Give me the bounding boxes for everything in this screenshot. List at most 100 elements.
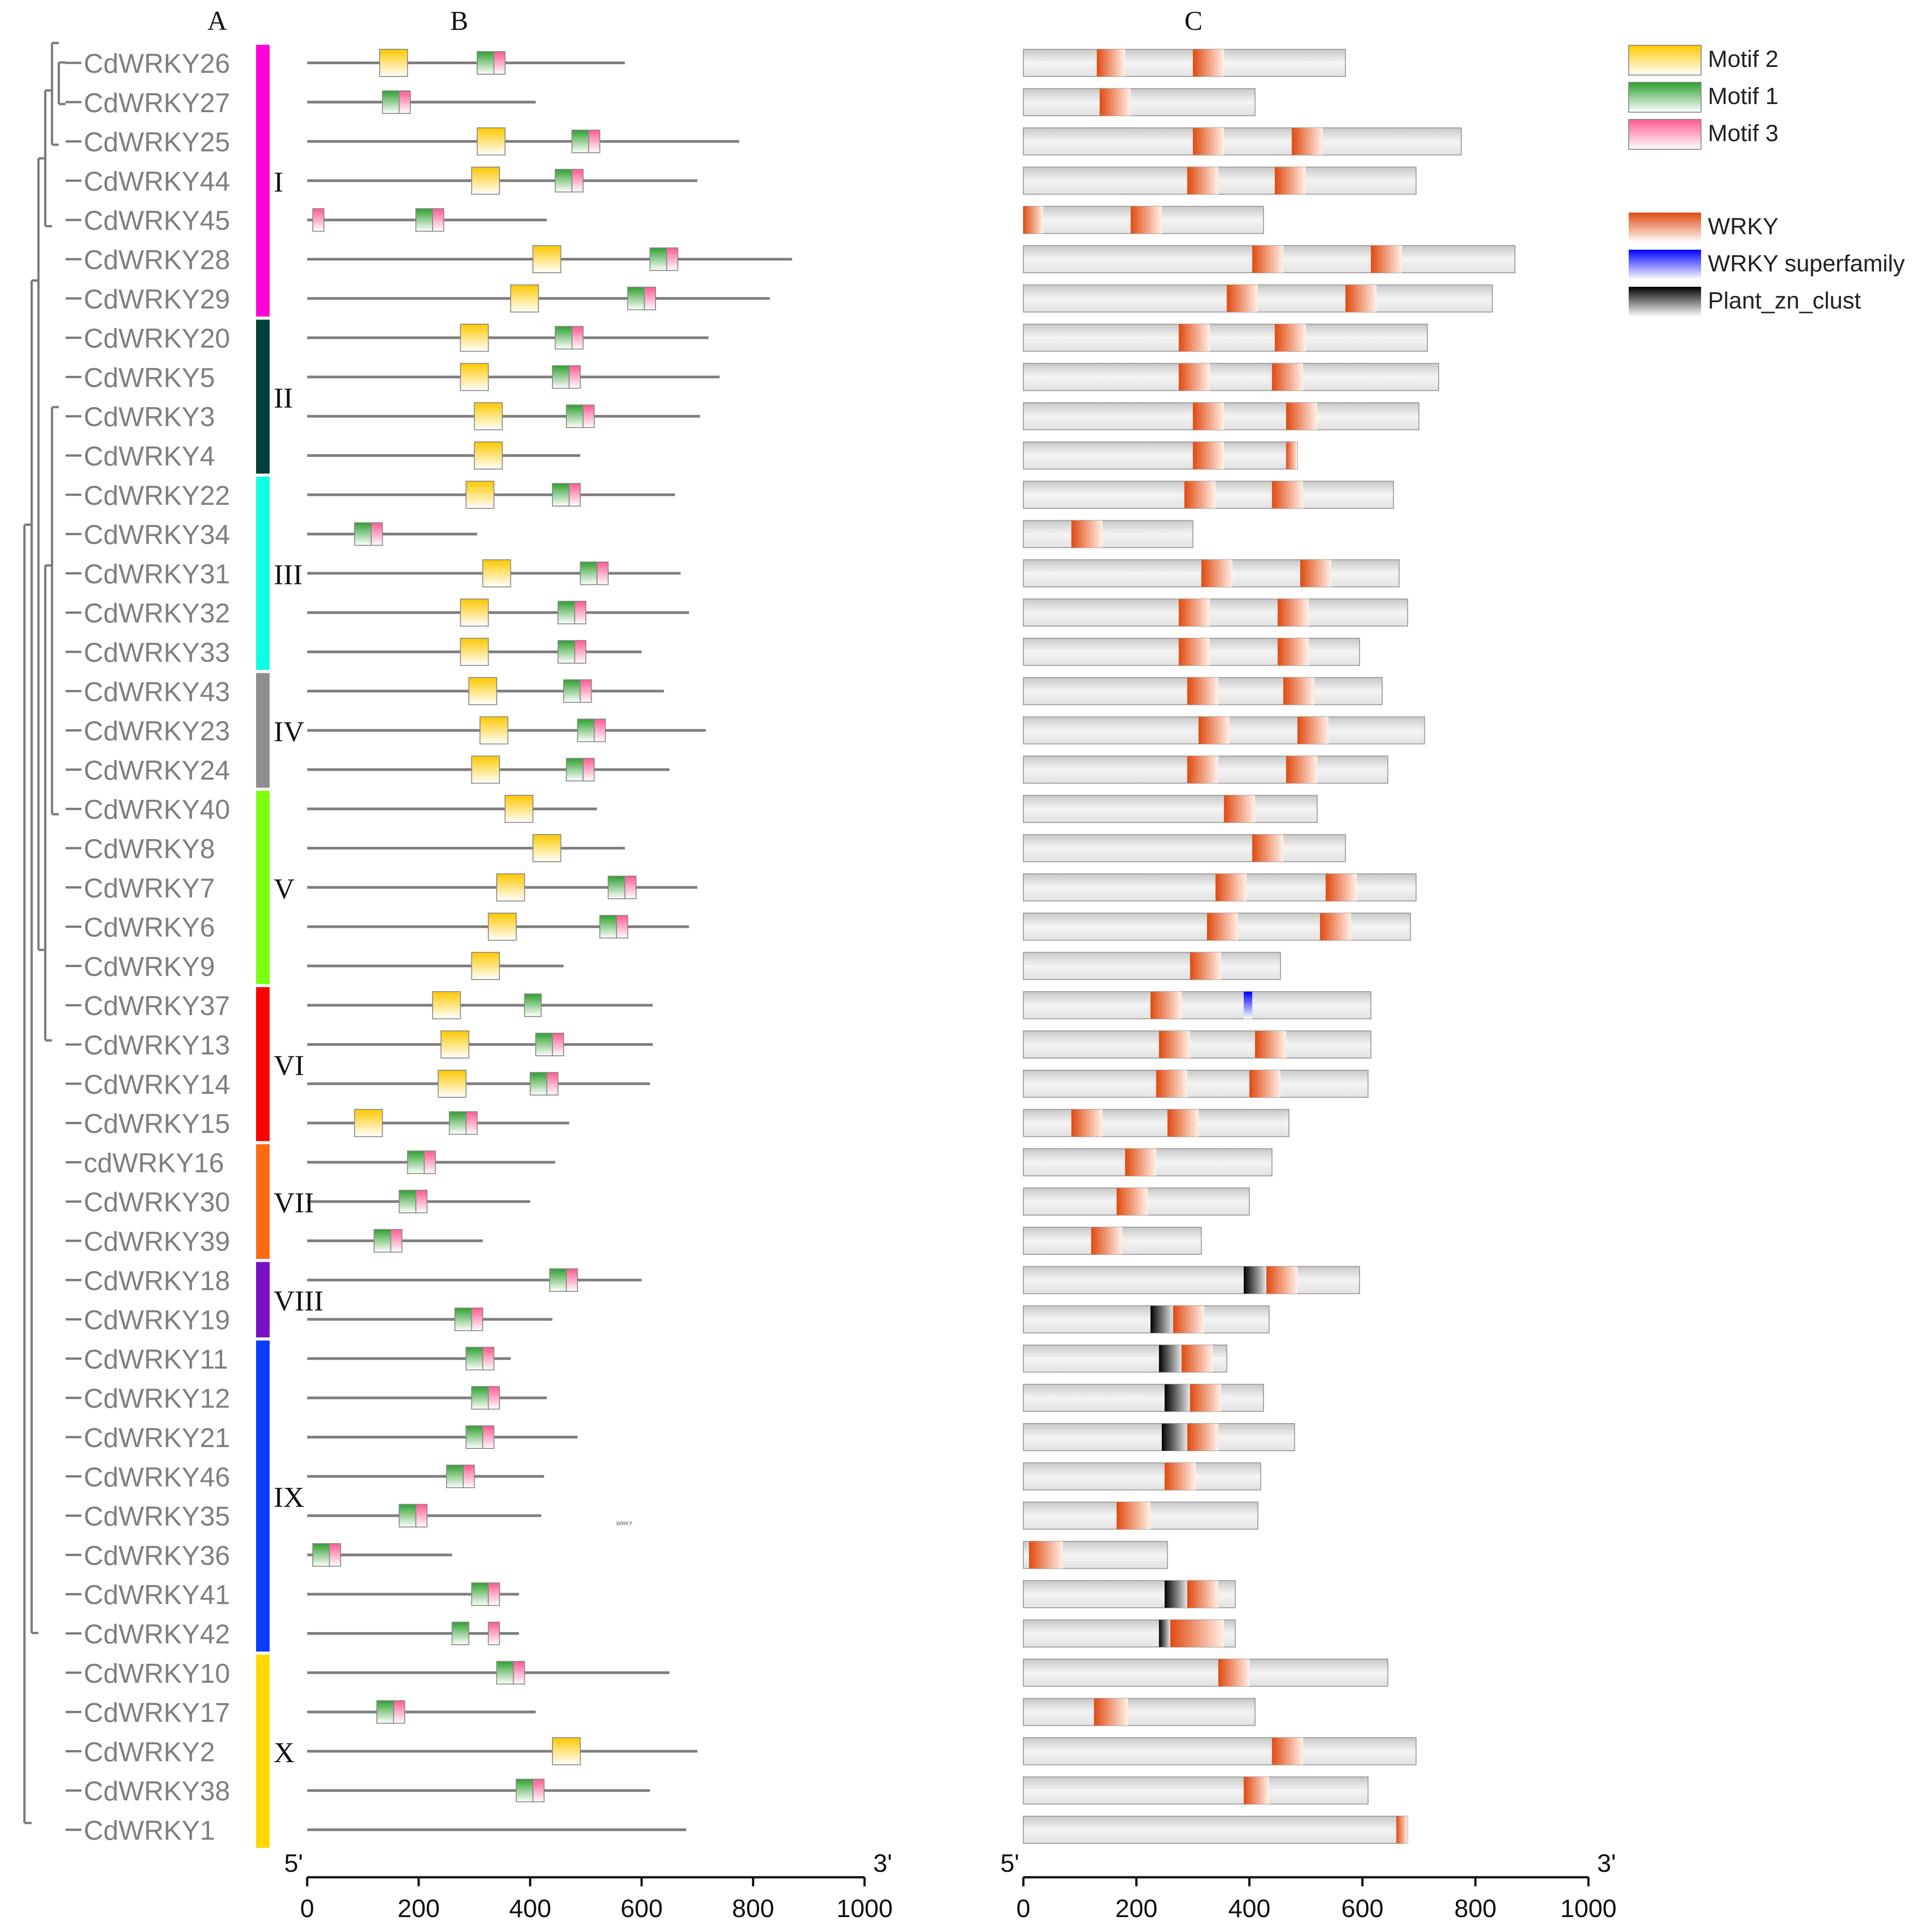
- gene-row: CdWRKY43: [84, 677, 1383, 707]
- tick-label: 600: [620, 1894, 662, 1923]
- protein-bar: [1023, 991, 1372, 1020]
- motif-1-box: [557, 640, 575, 664]
- group-bar: [256, 987, 270, 1141]
- group-label: V: [274, 873, 295, 905]
- legend-label: Motif 2: [1708, 46, 1778, 72]
- wrky-domain: [1156, 1070, 1188, 1097]
- motif-3-box: [482, 1425, 494, 1449]
- plant-zn-clust-domain: [1150, 1305, 1173, 1333]
- gene-row: CdWRKY26: [84, 48, 1346, 79]
- gene-label: CdWRKY27: [84, 88, 230, 118]
- gene-label: CdWRKY20: [84, 323, 230, 354]
- protein-bar: [1023, 1816, 1408, 1844]
- motif-3-box: [569, 365, 581, 389]
- wrky-domain: [1193, 442, 1224, 469]
- gene-label: CdWRKY9: [84, 951, 215, 982]
- gene-row: CdWRKY4: [84, 441, 1298, 471]
- motif-1-box: [571, 129, 589, 153]
- protein-bar: [1023, 166, 1417, 195]
- motif-3-box: [488, 1582, 500, 1606]
- gene-row: CdWRKY37: [84, 991, 1372, 1021]
- wrky-domain: [1190, 1384, 1222, 1412]
- motif-3-box: [571, 326, 584, 350]
- motif-1-box: [627, 286, 645, 310]
- five-prime-label: 5': [1000, 1849, 1019, 1877]
- group-bar: [256, 1654, 270, 1848]
- gene-row: CdWRKY14: [84, 1069, 1369, 1100]
- motif-2-box: [460, 598, 489, 627]
- wrky-domain: [1286, 442, 1298, 469]
- motif-2-box: [440, 1030, 470, 1059]
- protein-bar: [1023, 520, 1193, 548]
- motif-1-box: [471, 1386, 489, 1410]
- wrky-domain: [1207, 913, 1238, 940]
- gene-row: CdWRKY5: [84, 362, 1440, 393]
- gene-label: CdWRKY17: [84, 1698, 230, 1728]
- gene-row: CdWRKY23: [84, 716, 1425, 746]
- gene-label: CdWRKY13: [84, 1030, 230, 1060]
- gene-label: CdWRKY24: [84, 755, 230, 785]
- motif-3-box: [574, 640, 586, 664]
- wrky-domain: [1278, 638, 1309, 665]
- gene-label: CdWRKY18: [84, 1266, 230, 1296]
- motif-1-box: [376, 1700, 394, 1724]
- motif-2-box: [552, 1737, 581, 1766]
- motif-3-box: [596, 561, 609, 585]
- protein-bar: [1023, 952, 1281, 980]
- protein-bar: [1023, 323, 1428, 352]
- wrky-domain: [1320, 913, 1351, 940]
- wrky-domain: [1255, 1031, 1286, 1058]
- plant-zn-clust-domain: [1162, 1424, 1188, 1451]
- panel-label-c: C: [1184, 6, 1203, 36]
- wrky-domain: [1224, 795, 1255, 823]
- motif-1-box: [471, 1582, 489, 1606]
- gene-label: CdWRKY23: [84, 716, 230, 746]
- motif-1-box: [516, 1779, 533, 1803]
- motif-2-box: [437, 1069, 467, 1098]
- tiny-wrky-note: WRKY: [616, 1520, 632, 1527]
- protein-bar: [1023, 834, 1346, 862]
- protein-bar: [1023, 1384, 1264, 1412]
- motif-3-box: [552, 1033, 564, 1056]
- motif-3-box: [624, 875, 637, 899]
- gene-row: CdWRKY17: [84, 1698, 1256, 1728]
- gene-label: CdWRKY14: [84, 1069, 230, 1100]
- wrky-domain: [1117, 1502, 1151, 1529]
- gene-label: CdWRKY37: [84, 991, 230, 1021]
- motif-1-box: [580, 561, 598, 585]
- gene-label: CdWRKY46: [84, 1462, 230, 1492]
- wrky-domain: [1097, 49, 1125, 76]
- group-bar: [256, 319, 270, 474]
- wrky-domain: [1091, 1227, 1122, 1254]
- gene-row: CdWRKY13: [84, 1030, 1372, 1060]
- gene-label: CdWRKY33: [84, 637, 230, 668]
- protein-bar: [1023, 1305, 1270, 1334]
- motif-3-box: [390, 1229, 403, 1253]
- gene-row: CdWRKY18: [84, 1266, 1360, 1296]
- gene-label: CdWRKY15: [84, 1109, 230, 1139]
- motif-1-box: [496, 1661, 514, 1685]
- motif-1-box: [382, 90, 400, 114]
- motif-3-box: [493, 51, 506, 75]
- wrky-domain: [1179, 599, 1210, 627]
- wrky-domain: [1187, 167, 1218, 195]
- gene-label: CdWRKY40: [84, 794, 230, 825]
- motif-1-box: [524, 993, 542, 1017]
- three-prime-label: 3': [1597, 1849, 1616, 1877]
- legend-swatch: [1629, 250, 1701, 280]
- wrky-domain: [1071, 1109, 1103, 1137]
- wrky-domain: [1159, 1031, 1190, 1058]
- protein-bar: [1023, 1698, 1256, 1726]
- tick-label: 600: [1341, 1894, 1383, 1923]
- protein-bar: [1023, 1109, 1290, 1137]
- group-bar: [256, 1340, 270, 1652]
- gene-row: CdWRKY45: [84, 205, 1264, 236]
- wrky-domain: [1371, 246, 1402, 273]
- group-label: III: [274, 558, 303, 590]
- motif-3-box: [569, 483, 581, 507]
- wrky-domain: [1292, 128, 1323, 155]
- wrky-domain: [1286, 756, 1317, 783]
- protein-bar: [1023, 1423, 1295, 1451]
- motif-1-box: [566, 758, 584, 782]
- wrky-domain: [1167, 1109, 1199, 1137]
